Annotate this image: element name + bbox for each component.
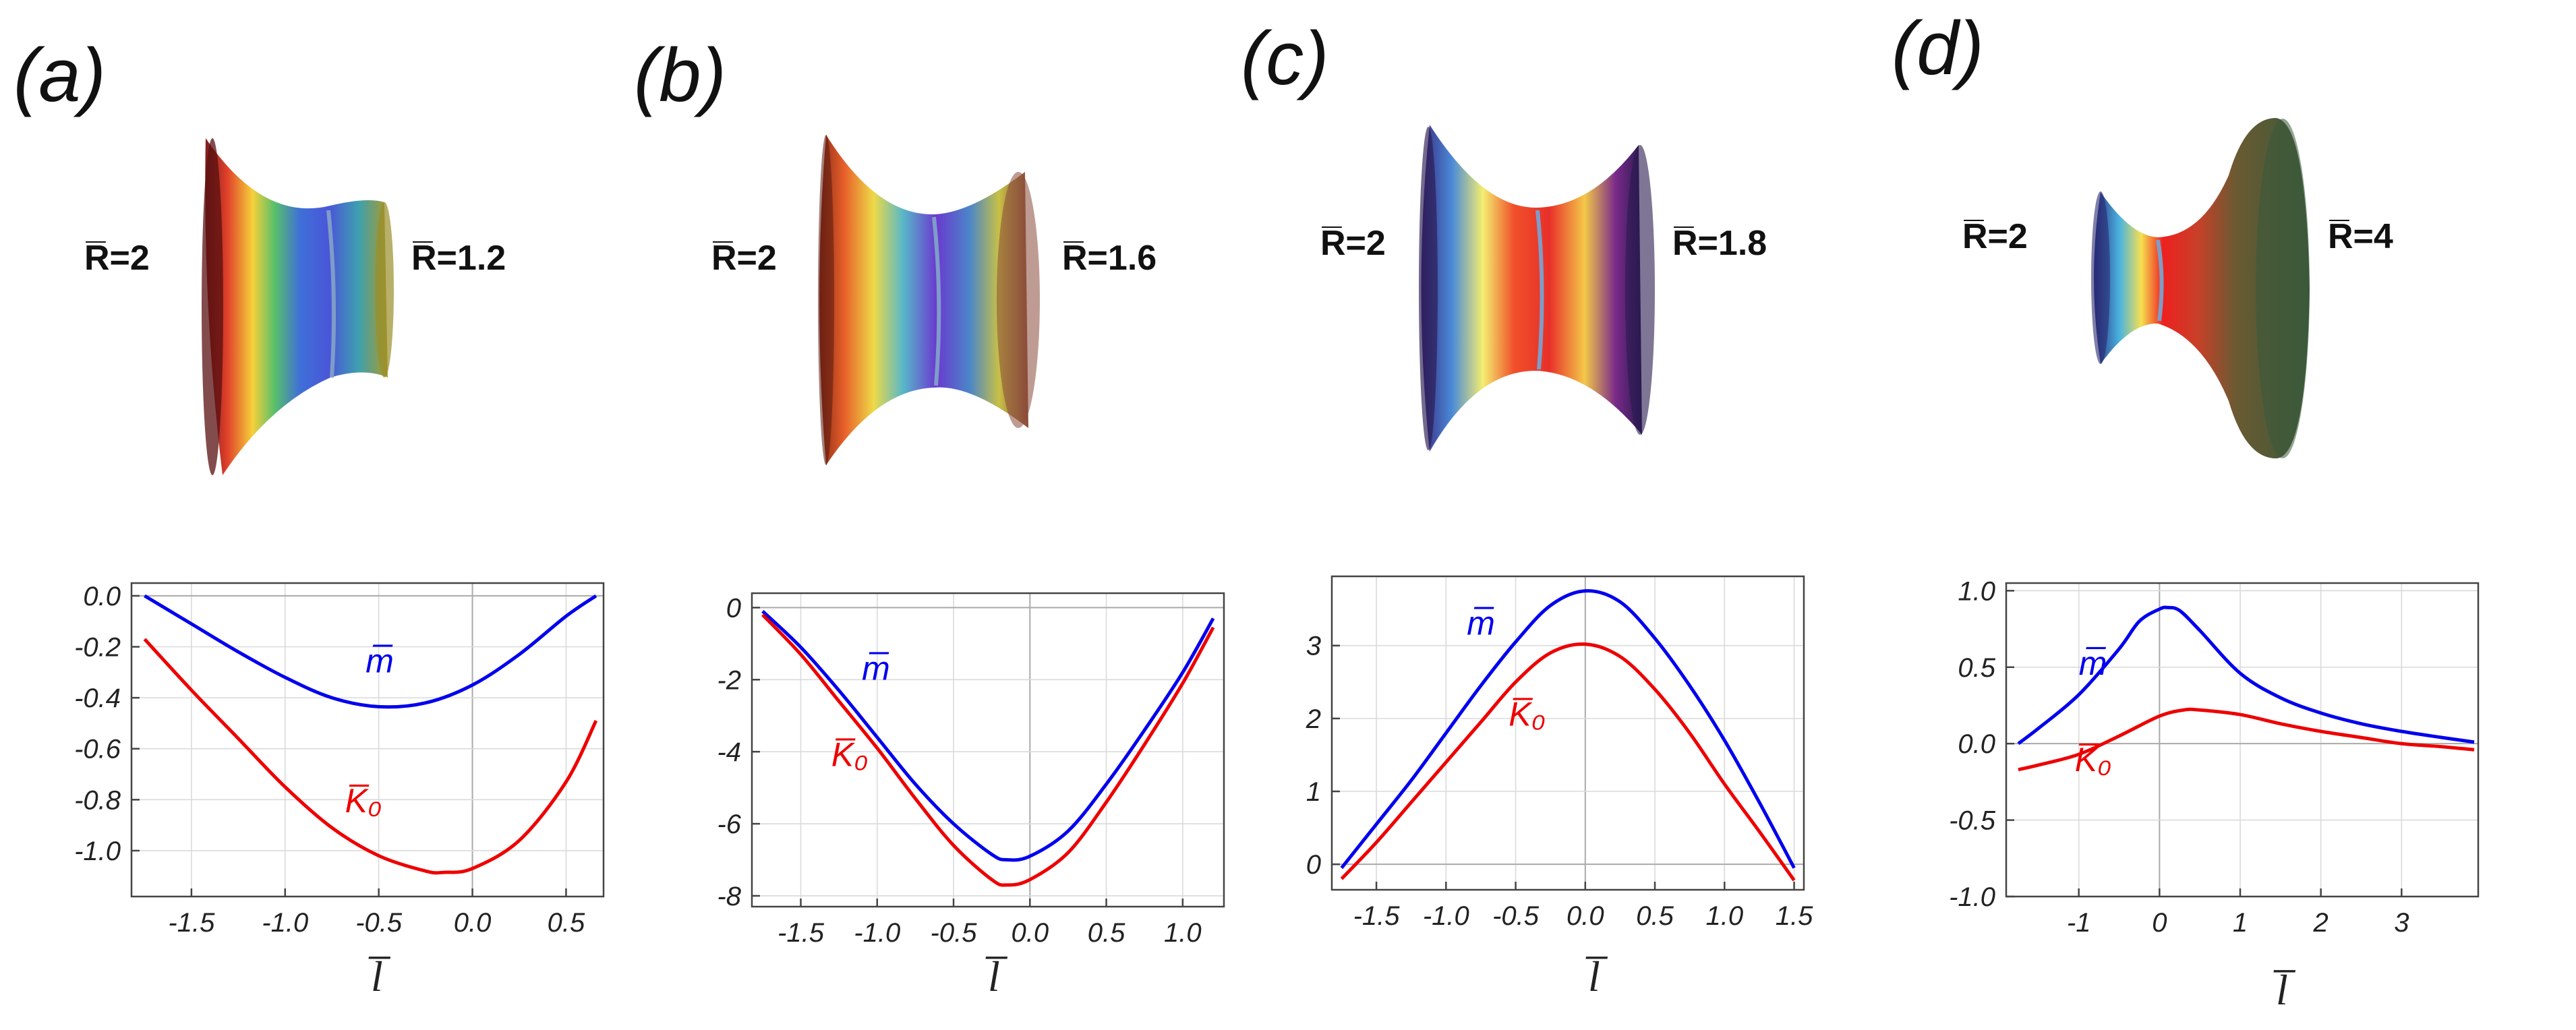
x-tick-label: 1	[2233, 908, 2248, 938]
y-tick-label: 3	[1306, 632, 1321, 661]
x-tick-label: -1	[2067, 908, 2091, 938]
surface-image	[2091, 118, 2310, 458]
x-tick-label: -1.0	[1423, 901, 1469, 931]
x-tick-label: -1.5	[778, 918, 825, 948]
r-left-label: R̅=2	[1962, 217, 2028, 256]
x-tick-label: 1.0	[1705, 901, 1743, 931]
plot: -1.5 -1.0 -0.5 0.0 0.5 1.0 1.5 0 1 2 3 m̅ K̅₀	[1306, 575, 1813, 931]
series-line-m	[2017, 605, 2475, 746]
plot-frame	[751, 592, 1225, 908]
y-tick-label: -0.5	[1949, 806, 1996, 836]
r-right-label: R̅=1.6	[1062, 239, 1157, 278]
series-label: m̅	[2079, 644, 2107, 682]
plot: -1.5 -1.0 -0.5 0.0 0.5 0.0 -0.2 -0.4 -0.6 -0.8 -1.…	[74, 582, 605, 938]
x-tick-label: -0.5	[931, 918, 978, 948]
series-label: K̅₀	[345, 782, 382, 820]
y-tick-label: -0.4	[74, 684, 121, 713]
x-tick-label: -1.0	[262, 908, 308, 938]
x-axis-label: l̅	[2273, 966, 2296, 1014]
surface-image	[818, 135, 1040, 465]
series-label: K̅₀	[1509, 696, 1545, 733]
panel-c: (c) R̅=2 R̅=1.8 -1.5 -1.0 -0.5 0.0 0.5 1.0 1.5…	[1241, 16, 1813, 1000]
y-tick-label: 0.0	[83, 582, 121, 611]
plot: -1.5 -1.0 -0.5 0.0 0.5 1.0 0 -2 -4 -6 -8 m̅ K̅₀	[717, 592, 1225, 948]
x-tick-label: -0.5	[1492, 901, 1540, 931]
y-tick-label: -1.0	[1949, 882, 1995, 912]
x-tick-label: 0.0	[1567, 901, 1604, 931]
series-label: m̅	[365, 642, 394, 679]
y-tick-label: -0.8	[74, 785, 121, 815]
x-axis-label: l̅	[985, 952, 1008, 1000]
x-tick-label: 0.0	[1011, 918, 1049, 948]
r-right-label: R̅=1.2	[411, 239, 506, 278]
x-tick-label: 0	[2152, 908, 2167, 938]
x-tick-label: -1.5	[1353, 901, 1401, 931]
series-line-m	[761, 609, 1215, 862]
r-right-label: R̅=1.8	[1672, 224, 1767, 263]
series-label: m̅	[862, 649, 890, 687]
panel-label: (a)	[13, 33, 106, 117]
surface-image	[202, 138, 394, 475]
x-tick-label: 0.5	[548, 908, 585, 938]
r-left-label: R̅=2	[711, 239, 777, 278]
series-label: K̅₀	[2075, 741, 2111, 779]
plot-frame	[1330, 575, 1805, 891]
y-tick-label: -4	[717, 737, 741, 767]
y-tick-label: -6	[717, 810, 741, 839]
series-line-m	[1340, 589, 1796, 870]
x-axis-label: l̅	[1585, 952, 1608, 1000]
y-tick-label: 1.0	[1958, 576, 1995, 606]
plot: -1 0 1 2 3 1.0 0.5 0.0 -0.5 -1.0 m̅ K̅₀	[1949, 576, 2480, 938]
y-tick-label: 0.0	[1958, 729, 1995, 759]
x-tick-label: -1.0	[854, 918, 900, 948]
panel-a: (a) R̅=2 R̅=1.2 -1.5 -1.0 -0.5 0.0 0.5 0.0 -0.…	[13, 33, 605, 1000]
x-tick-label: 1.0	[1164, 918, 1202, 948]
panel-label: (c)	[1241, 16, 1329, 100]
plot-frame	[130, 582, 605, 898]
r-left-label: R̅=2	[1320, 224, 1386, 263]
x-tick-label: 0.5	[1088, 918, 1125, 948]
y-tick-label: -2	[717, 665, 741, 695]
x-tick-label: -1.5	[168, 908, 215, 938]
plot-frame	[2005, 582, 2480, 898]
panel-label: (b)	[634, 33, 726, 117]
y-tick-label: 2	[1306, 704, 1321, 734]
series-line-k0	[1340, 642, 1796, 882]
r-right-label: R̅=4	[2328, 217, 2393, 256]
y-tick-label: 0	[726, 593, 741, 623]
y-tick-label: 1	[1306, 777, 1321, 807]
y-tick-label: -1.0	[74, 837, 121, 866]
x-tick-label: 2	[2313, 908, 2329, 938]
y-tick-label: -8	[717, 882, 741, 911]
y-tick-label: -0.2	[74, 633, 121, 663]
panel-d: (d) R̅=2 R̅=4 -1 0 1 2 3 1.0 0.5 0.0 -0.5 -1.0 m̅ K…	[1892, 6, 2480, 1014]
series-line-k0	[761, 613, 1215, 887]
r-left-label: R̅=2	[84, 239, 150, 278]
panel-b: (b) R̅=2 R̅=1.6 -1.5 -1.0 -0.5 0.0 0.5 1.0 0 -2…	[634, 33, 1225, 1000]
x-tick-label: 3	[2394, 908, 2409, 938]
x-axis-label: l̅	[368, 952, 391, 1000]
x-tick-label: 1.5	[1776, 901, 1813, 931]
x-tick-label: 0.5	[1636, 901, 1674, 931]
x-tick-label: -0.5	[355, 908, 403, 938]
series-label: m̅	[1467, 605, 1495, 642]
y-tick-label: 0	[1306, 850, 1321, 880]
x-tick-label: 0.0	[454, 908, 492, 938]
surface-image	[1419, 125, 1655, 452]
y-tick-label: 0.5	[1958, 653, 1995, 683]
series-line-m	[144, 594, 597, 709]
y-tick-label: -0.6	[74, 735, 121, 764]
series-label: K̅₀	[831, 736, 868, 774]
series-line-k0	[2018, 707, 2475, 772]
series-line-k0	[143, 638, 598, 875]
panel-label: (d)	[1892, 6, 1984, 90]
